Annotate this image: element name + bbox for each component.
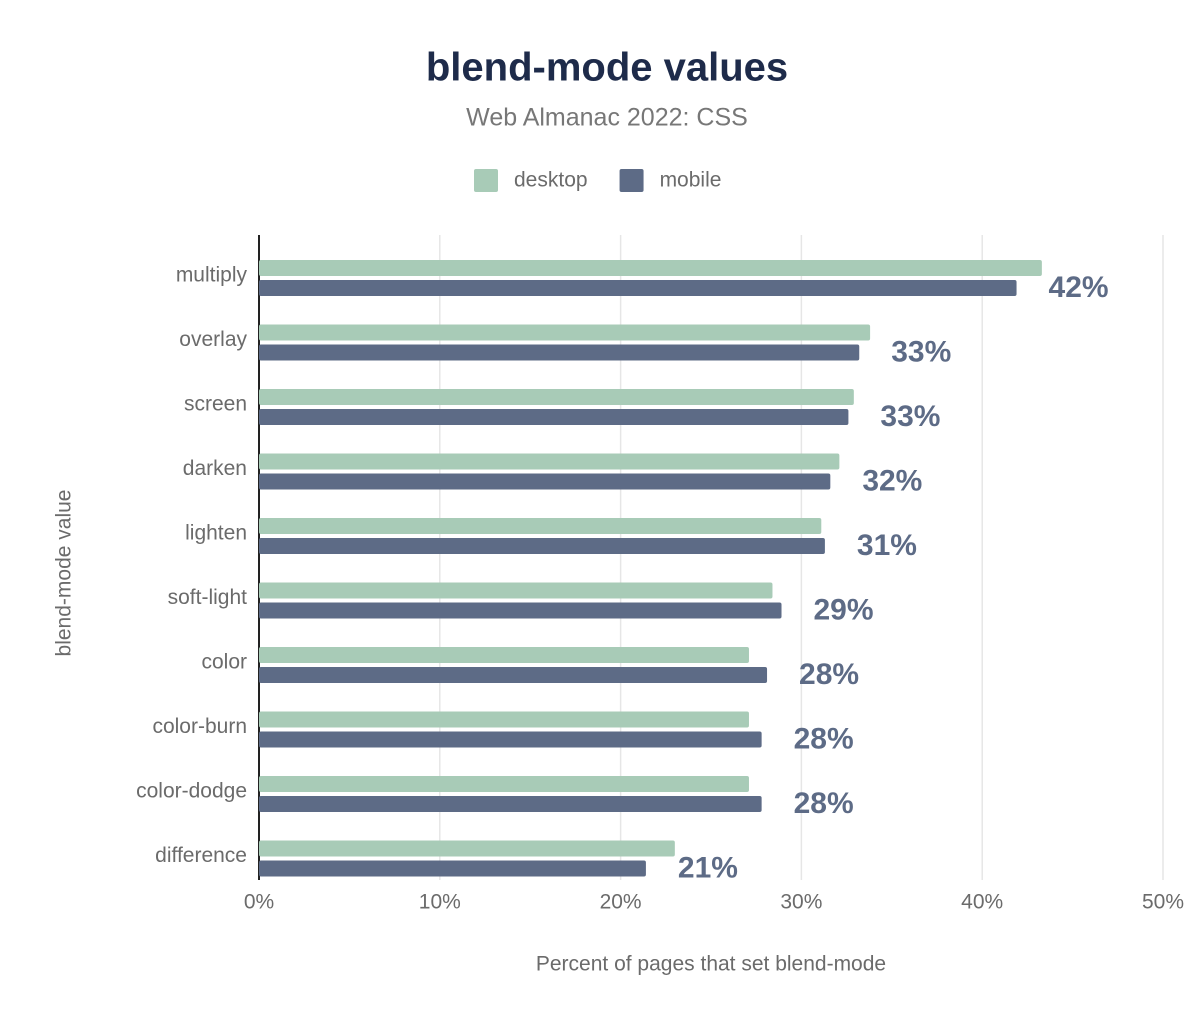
bar — [259, 389, 854, 405]
y-tick-label: multiply — [176, 264, 248, 287]
bar — [259, 796, 762, 812]
bar — [259, 840, 675, 857]
bar — [259, 409, 849, 425]
value-label: 33% — [891, 335, 951, 368]
y-tick-label: screen — [184, 393, 247, 416]
chart-title: blend-mode values — [426, 46, 788, 90]
bar — [259, 538, 825, 554]
bar — [259, 260, 1042, 276]
y-tick-label: difference — [155, 844, 247, 867]
bar — [259, 280, 1017, 296]
legend-label: mobile — [660, 169, 722, 192]
x-tick-label: 30% — [780, 891, 822, 914]
y-axis-title: blend-mode value — [53, 490, 76, 657]
value-label: 33% — [880, 400, 940, 433]
y-tick-label: lighten — [185, 522, 247, 545]
bar — [259, 344, 860, 361]
y-tick-label: color-burn — [152, 715, 247, 738]
bar — [259, 860, 646, 877]
bar — [259, 647, 749, 663]
x-tick-label: 0% — [244, 891, 274, 914]
y-tick-label: overlay — [179, 328, 247, 351]
bar — [259, 731, 762, 748]
value-label: 28% — [794, 722, 854, 755]
y-tick-label: soft-light — [168, 586, 248, 609]
bar — [259, 453, 840, 470]
bar — [259, 667, 768, 683]
x-tick-label: 20% — [600, 891, 642, 914]
x-tick-label: 50% — [1142, 891, 1184, 914]
x-tick-label: 40% — [961, 891, 1003, 914]
legend-swatch — [474, 169, 498, 192]
bar — [259, 602, 782, 619]
value-label: 31% — [857, 529, 917, 562]
value-label: 29% — [814, 593, 874, 626]
bar — [259, 473, 831, 490]
value-label: 32% — [862, 464, 922, 497]
value-label: 21% — [678, 851, 738, 884]
value-label: 28% — [794, 787, 854, 820]
bar — [259, 711, 749, 728]
y-tick-label: color — [201, 651, 247, 674]
value-label: 42% — [1049, 271, 1109, 304]
bar — [259, 582, 773, 599]
bar — [259, 776, 749, 792]
y-tick-label: color-dodge — [136, 780, 247, 803]
legend-label: desktop — [514, 169, 588, 192]
legend-swatch — [619, 169, 644, 192]
x-tick-label: 10% — [419, 891, 461, 914]
y-tick-label: darken — [183, 457, 247, 480]
value-label: 28% — [799, 658, 859, 691]
bar — [259, 324, 871, 341]
x-axis-title: Percent of pages that set blend-mode — [536, 953, 886, 976]
chart-subtitle: Web Almanac 2022: CSS — [466, 104, 748, 132]
bar — [259, 518, 822, 534]
